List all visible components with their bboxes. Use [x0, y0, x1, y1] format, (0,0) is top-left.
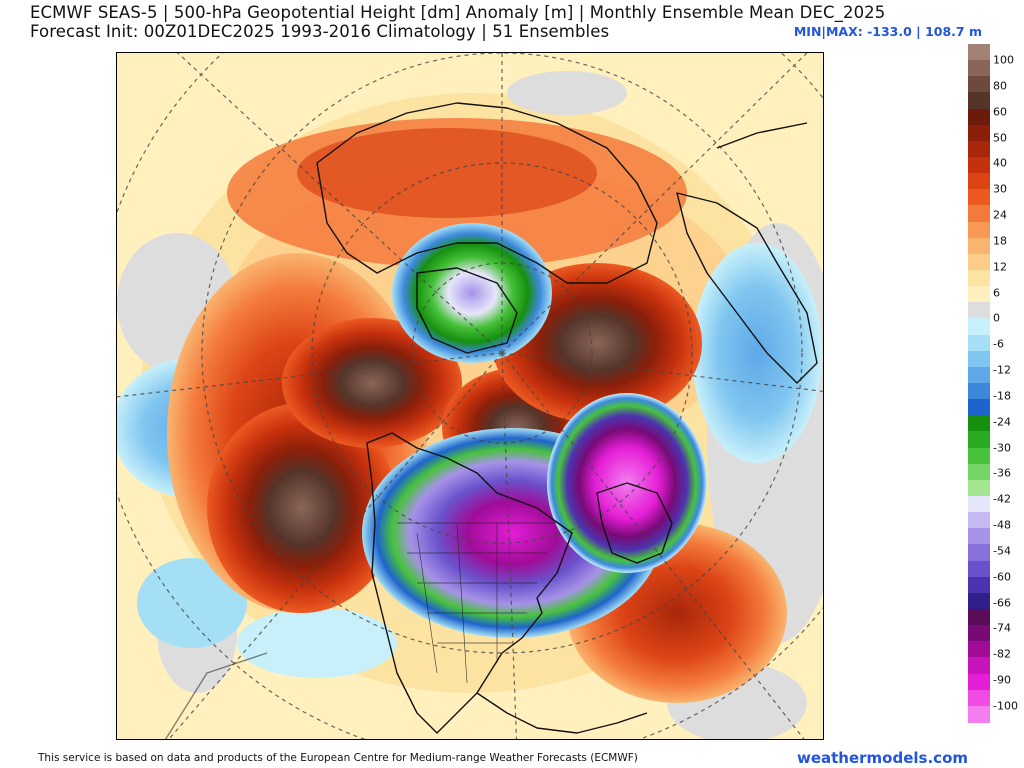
colorbar-segment	[968, 673, 990, 691]
attribution-text: This service is based on data and produc…	[38, 752, 638, 764]
colorbar-tick-label: 100	[993, 53, 1014, 67]
colorbar-tick-label: -42	[993, 492, 1011, 506]
colorbar-segment	[968, 528, 990, 546]
colorbar-segment	[968, 350, 990, 368]
colorbar-tick-label: -12	[993, 363, 1011, 377]
colorbar-segment	[968, 496, 990, 513]
colorbar-tick-label: -60	[993, 570, 1011, 584]
colorbar-tick-label: 60	[993, 105, 1007, 119]
colorbar-tick-label: 18	[993, 234, 1007, 248]
colorbar-segment	[968, 221, 990, 239]
colorbar-segment	[968, 415, 990, 433]
colorbar-segment	[968, 512, 990, 529]
colorbar-tick-label: -90	[993, 673, 1011, 687]
colorbar-segment	[968, 140, 990, 158]
colorbar-tick-label: 50	[993, 131, 1007, 145]
colorbar-tick-label: 30	[993, 182, 1007, 196]
colorbar-segment	[968, 205, 990, 223]
colorbar-tick-label: -100	[993, 699, 1018, 713]
colorbar-segment	[968, 625, 990, 642]
colorbar-segment	[968, 44, 990, 61]
brand-link[interactable]: weathermodels.com	[796, 749, 968, 767]
map-subtitle: Forecast Init: 00Z01DEC2025 1993-2016 Cl…	[30, 22, 610, 41]
colorbar-tick-label: -82	[993, 647, 1011, 661]
colorbar-segment	[968, 318, 990, 336]
colorbar-segment	[968, 157, 990, 174]
colorbar-tick-label: 40	[993, 156, 1007, 170]
colorbar-segment	[968, 253, 990, 271]
colorbar-tick-label: 0	[993, 311, 1000, 325]
colorbar-tick-label: -74	[993, 621, 1011, 635]
colorbar-segment	[968, 286, 990, 303]
colorbar-segment	[968, 189, 990, 207]
colorbar-tick-label: 80	[993, 79, 1007, 93]
colorbar-segment	[968, 383, 990, 400]
colorbar-tick-label: -18	[993, 389, 1011, 403]
colorbar-tick-label: 6	[993, 286, 1000, 300]
colorbar-tick-label: 12	[993, 260, 1007, 274]
colorbar-segment	[968, 302, 990, 320]
colorbar-segment	[968, 447, 990, 465]
map-title: ECMWF SEAS-5 | 500-hPa Geopotential Heig…	[30, 3, 886, 22]
colorbar-segment	[968, 270, 990, 287]
colorbar-tick-label: -30	[993, 441, 1011, 455]
colorbar-tick-label: -6	[993, 337, 1004, 351]
colorbar-labels: 100 80 60 50 40 30 24 18 12 6 0 -6 -12 -18 -24 -30 -36 -4…	[992, 44, 1024, 722]
colorbar-segment	[968, 399, 990, 416]
colorbar-segment	[968, 705, 990, 723]
colorbar-segment	[968, 609, 990, 626]
colorbar-tick-label: 24	[993, 208, 1007, 222]
colorbar-segment	[968, 76, 990, 94]
colorbar-segment	[968, 60, 990, 77]
colorbar-segment	[968, 576, 990, 594]
colorbar-segment	[968, 657, 990, 675]
colorbar-tick-label: -48	[993, 518, 1011, 532]
colorbar	[968, 44, 990, 723]
colorbar-segment	[968, 124, 990, 142]
colorbar-tick-label: -66	[993, 596, 1011, 610]
colorbar-segment	[968, 431, 990, 449]
colorbar-tick-label: -36	[993, 466, 1011, 480]
colorbar-segment	[968, 334, 990, 352]
colorbar-segment	[968, 463, 990, 481]
colorbar-segment	[968, 689, 990, 707]
colorbar-segment	[968, 92, 990, 110]
colorbar-segment	[968, 641, 990, 659]
colorbar-tick-label: -54	[993, 544, 1011, 558]
colorbar-segment	[968, 544, 990, 562]
colorbar-segment	[968, 479, 990, 497]
polar-anomaly-map	[116, 52, 824, 740]
anomaly-field	[117, 53, 823, 739]
min-max-readout: MIN|MAX: -133.0 | 108.7 m	[793, 24, 982, 39]
colorbar-segment	[968, 366, 990, 384]
colorbar-segment	[968, 173, 990, 190]
colorbar-segment	[968, 237, 990, 255]
colorbar-tick-label: -24	[993, 415, 1011, 429]
colorbar-segment	[968, 108, 990, 126]
colorbar-segment	[968, 592, 990, 610]
colorbar-segment	[968, 560, 990, 578]
